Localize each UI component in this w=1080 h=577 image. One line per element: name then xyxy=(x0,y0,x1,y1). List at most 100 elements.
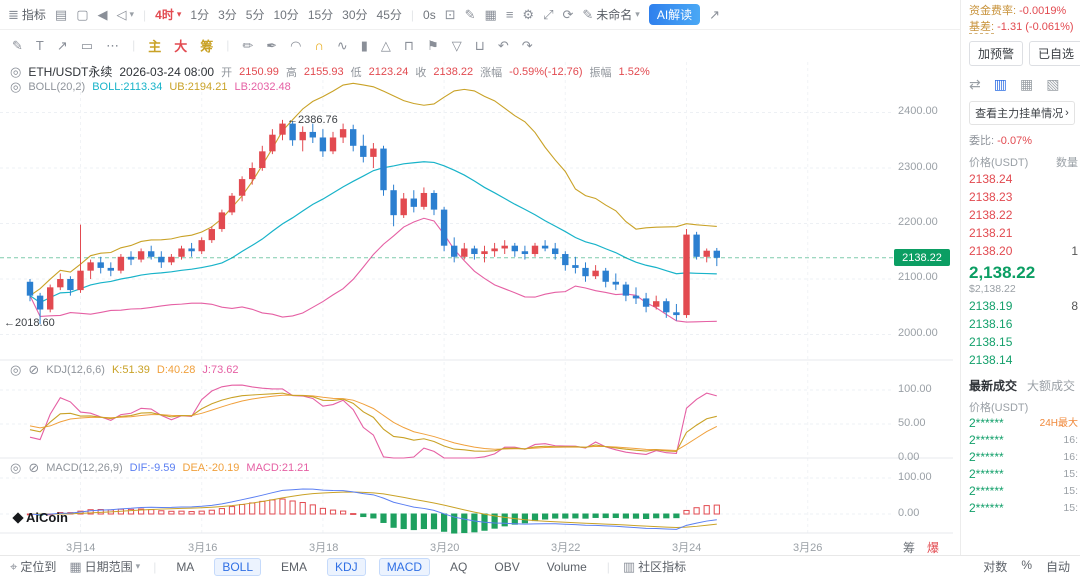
order-panel: 资金费率: -0.0019% 基差: -1.31 (-0.061%) 加预警 已… xyxy=(960,0,1080,577)
ask-row[interactable]: 2138.22 xyxy=(969,208,1013,222)
calendar-icon: ▦ xyxy=(69,559,82,574)
tab-large-trades[interactable]: 大额成交 xyxy=(1027,379,1076,393)
eye-icon[interactable]: ◎ xyxy=(10,79,22,94)
auto-scale-toggle[interactable]: 自动 xyxy=(1045,560,1070,574)
monitor-icon[interactable]: ▢ xyxy=(76,7,89,22)
eye-icon[interactable]: ◎ xyxy=(10,460,22,475)
ask-row[interactable]: 2138.23 xyxy=(969,190,1013,204)
big-chart-tab[interactable]: 大 xyxy=(174,38,188,54)
indicator-kdj[interactable]: KDJ xyxy=(327,557,366,576)
replay-icon[interactable]: ⟳ xyxy=(562,7,574,22)
wave-tool-icon[interactable]: ∿ xyxy=(336,37,348,53)
aicoin-logo-icon xyxy=(12,511,24,524)
rectangle-tool-icon[interactable]: ▭ xyxy=(80,37,94,53)
bid-row[interactable]: 2138.16 xyxy=(969,317,1013,331)
main-orders-link[interactable]: 查看主力挂单情况 › xyxy=(969,101,1075,125)
gear-icon[interactable]: ⚙ xyxy=(522,7,535,22)
lock-icon[interactable]: ⊓ xyxy=(403,37,415,53)
bid-row[interactable]: 2138.19 8 xyxy=(969,299,1078,313)
magnet-icon[interactable]: ∩ xyxy=(314,37,324,53)
main-chart-tab[interactable]: 主 xyxy=(148,38,162,54)
price-chart[interactable] xyxy=(0,0,960,577)
arc-tool-icon[interactable]: ◠ xyxy=(290,37,302,53)
replay-speed[interactable]: 0s xyxy=(423,7,436,22)
indicator-aq[interactable]: AQ xyxy=(450,559,468,574)
macd-dif-value: DIF:-9.59 xyxy=(129,461,176,474)
sound-on-icon[interactable]: ◀ xyxy=(97,7,108,22)
timeframe-15m[interactable]: 15分 xyxy=(307,8,334,22)
list-icon[interactable]: ≡ xyxy=(505,7,514,22)
layout-icon[interactable]: ▦ xyxy=(484,7,497,22)
book-asks-view-icon[interactable]: ▦ xyxy=(1019,76,1034,92)
indicator-ema[interactable]: EMA xyxy=(281,559,308,574)
ohlc-legend: ◎ ETH/USDT永续 2026-03-24 08:00 开 2150.99 … xyxy=(10,63,650,80)
ai-analysis-button[interactable]: AI解读 xyxy=(648,4,701,25)
remove-indicator-icon[interactable]: ⊘ xyxy=(28,362,40,377)
more-tools-icon[interactable]: ⋯ xyxy=(106,37,120,53)
boll-name: BOLL(20,2) xyxy=(28,80,86,93)
indicator-boll[interactable]: BOLL xyxy=(214,557,261,576)
indicator-obv[interactable]: OBV xyxy=(494,559,520,574)
chip-distribution-button[interactable]: 筹 xyxy=(903,541,916,555)
swap-view-icon[interactable]: ⇄ xyxy=(969,76,981,92)
camera-icon[interactable]: ⊡ xyxy=(444,7,456,22)
add-alert-button[interactable]: 加预警 xyxy=(969,41,1024,66)
indicator-ma[interactable]: MA xyxy=(176,559,195,574)
symbol-name[interactable]: ETH/USDT永续 xyxy=(28,65,113,79)
timeframe-3m[interactable]: 3分 xyxy=(218,8,237,22)
funnel-icon[interactable]: ▽ xyxy=(451,37,462,53)
funding-rate-row: 资金费率: -0.0019% xyxy=(969,3,1080,19)
draw-line-icon[interactable]: ✎ xyxy=(12,37,23,53)
price-axis-label: 2300.00 xyxy=(898,161,938,173)
community-indicators-button[interactable]: ▥ 社区指标 xyxy=(622,559,687,574)
candle-datetime: 2026-03-24 08:00 xyxy=(119,64,215,79)
ask-row[interactable]: 2138.24 xyxy=(969,172,1013,186)
log-scale-toggle[interactable]: 对数 xyxy=(983,560,1008,574)
timeframe-10m[interactable]: 10分 xyxy=(273,8,299,22)
pen-icon[interactable]: ✒ xyxy=(266,37,278,53)
bid-row[interactable]: 2138.15 xyxy=(969,335,1013,349)
eye-icon[interactable]: ◎ xyxy=(10,64,22,79)
indicator-macd[interactable]: MACD xyxy=(378,557,431,576)
high-annotation: ←2386.76 xyxy=(287,114,338,126)
asks-list: 2138.24 2138.23 2138.22 2138.21 2138.20 1 xyxy=(969,170,1080,260)
book-split-view-icon[interactable]: ▥ xyxy=(993,76,1007,92)
liquidation-button[interactable]: 爆 xyxy=(927,541,940,555)
timeframe-current[interactable]: 4时 ▾ xyxy=(155,8,182,22)
timeframe-30m[interactable]: 30分 xyxy=(342,8,368,22)
trend-line-icon[interactable]: ↗ xyxy=(56,37,68,53)
timeframe-1m[interactable]: 1分 xyxy=(190,8,210,22)
tab-latest-trades[interactable]: 最新成交 xyxy=(969,379,1018,393)
undo-icon[interactable]: ↶ xyxy=(497,37,509,53)
watchlist-button[interactable]: 已自选 xyxy=(1029,41,1080,66)
share-icon[interactable]: ↗ xyxy=(709,7,721,22)
flag-icon[interactable]: ⚑ xyxy=(427,37,439,53)
date-range-button[interactable]: ▦ 日期范围 ▾ xyxy=(69,559,141,574)
ask-row[interactable]: 2138.21 xyxy=(969,226,1013,240)
remove-indicator-icon[interactable]: ⊘ xyxy=(28,460,40,475)
folder-icon[interactable]: ▤ xyxy=(54,7,68,22)
indicator-menu[interactable]: ≣ 指标 xyxy=(8,7,46,22)
percent-scale-toggle[interactable]: % xyxy=(1021,558,1032,572)
layout-name-menu[interactable]: ✎ 未命名 ▾ xyxy=(582,7,640,22)
text-tool-icon[interactable]: T xyxy=(35,37,44,53)
indicator-volume[interactable]: Volume xyxy=(546,559,587,574)
edit-icon[interactable]: ✎ xyxy=(464,7,476,22)
locate-button[interactable]: ⌖ 定位到 xyxy=(10,559,57,574)
chart-tool-icon[interactable]: △ xyxy=(380,37,391,53)
expand-icon[interactable]: ⤢ xyxy=(543,7,554,22)
bid-row[interactable]: 2138.14 xyxy=(969,353,1013,367)
timeframe-45m[interactable]: 45分 xyxy=(376,8,402,22)
timeframe-5m[interactable]: 5分 xyxy=(245,8,265,22)
ask-row[interactable]: 2138.20 1 xyxy=(969,244,1078,258)
eye-icon[interactable]: ◎ xyxy=(10,362,22,377)
redo-icon[interactable]: ↷ xyxy=(521,37,533,53)
brush-icon[interactable]: ✏ xyxy=(242,37,254,53)
indicator-icon: ≣ xyxy=(8,7,19,22)
trash-icon[interactable]: ⊔ xyxy=(474,37,485,53)
sound-off-menu[interactable]: ◁ ▾ xyxy=(117,8,135,21)
book-bids-view-icon[interactable]: ▧ xyxy=(1046,76,1060,92)
order-ratio-row: 委比: -0.07% xyxy=(969,132,1080,148)
candle-style-icon[interactable]: ▮ xyxy=(360,37,368,53)
chip-chart-tab[interactable]: 筹 xyxy=(200,38,214,54)
